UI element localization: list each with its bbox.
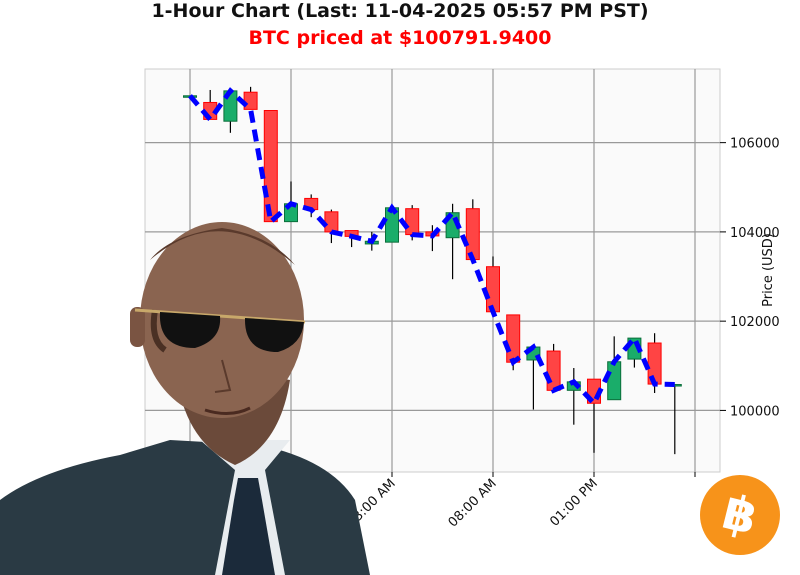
- x-tick-label: 01:00 PM: [547, 476, 600, 529]
- y-tick-label: 104000: [730, 226, 780, 241]
- y-tick-label: 102000: [730, 315, 780, 330]
- candle-down: [546, 350, 561, 391]
- person-image: [0, 222, 370, 575]
- candle-up: [385, 207, 399, 243]
- candle-down: [465, 208, 480, 261]
- candle-up: [607, 361, 622, 401]
- y-tick-label: 106000: [730, 137, 780, 152]
- chart-subtitle: BTC priced at $100791.9400: [248, 27, 552, 49]
- y-tick-label: 100000: [730, 404, 780, 419]
- candle-down: [405, 208, 420, 236]
- y-axis-label: Price (USD): [761, 233, 776, 307]
- candle-down: [506, 314, 521, 363]
- x-tick-label: 08:00 AM: [446, 476, 500, 530]
- chart-title: 1-Hour Chart (Last: 11-04-2025 05:57 PM …: [151, 0, 649, 22]
- candle-down: [243, 91, 258, 110]
- y-axis: 100000 102000 104000 106000: [720, 137, 780, 419]
- candle-down: [324, 211, 339, 233]
- close-line: [188, 87, 675, 408]
- bitcoin-logo: ฿: [700, 475, 780, 555]
